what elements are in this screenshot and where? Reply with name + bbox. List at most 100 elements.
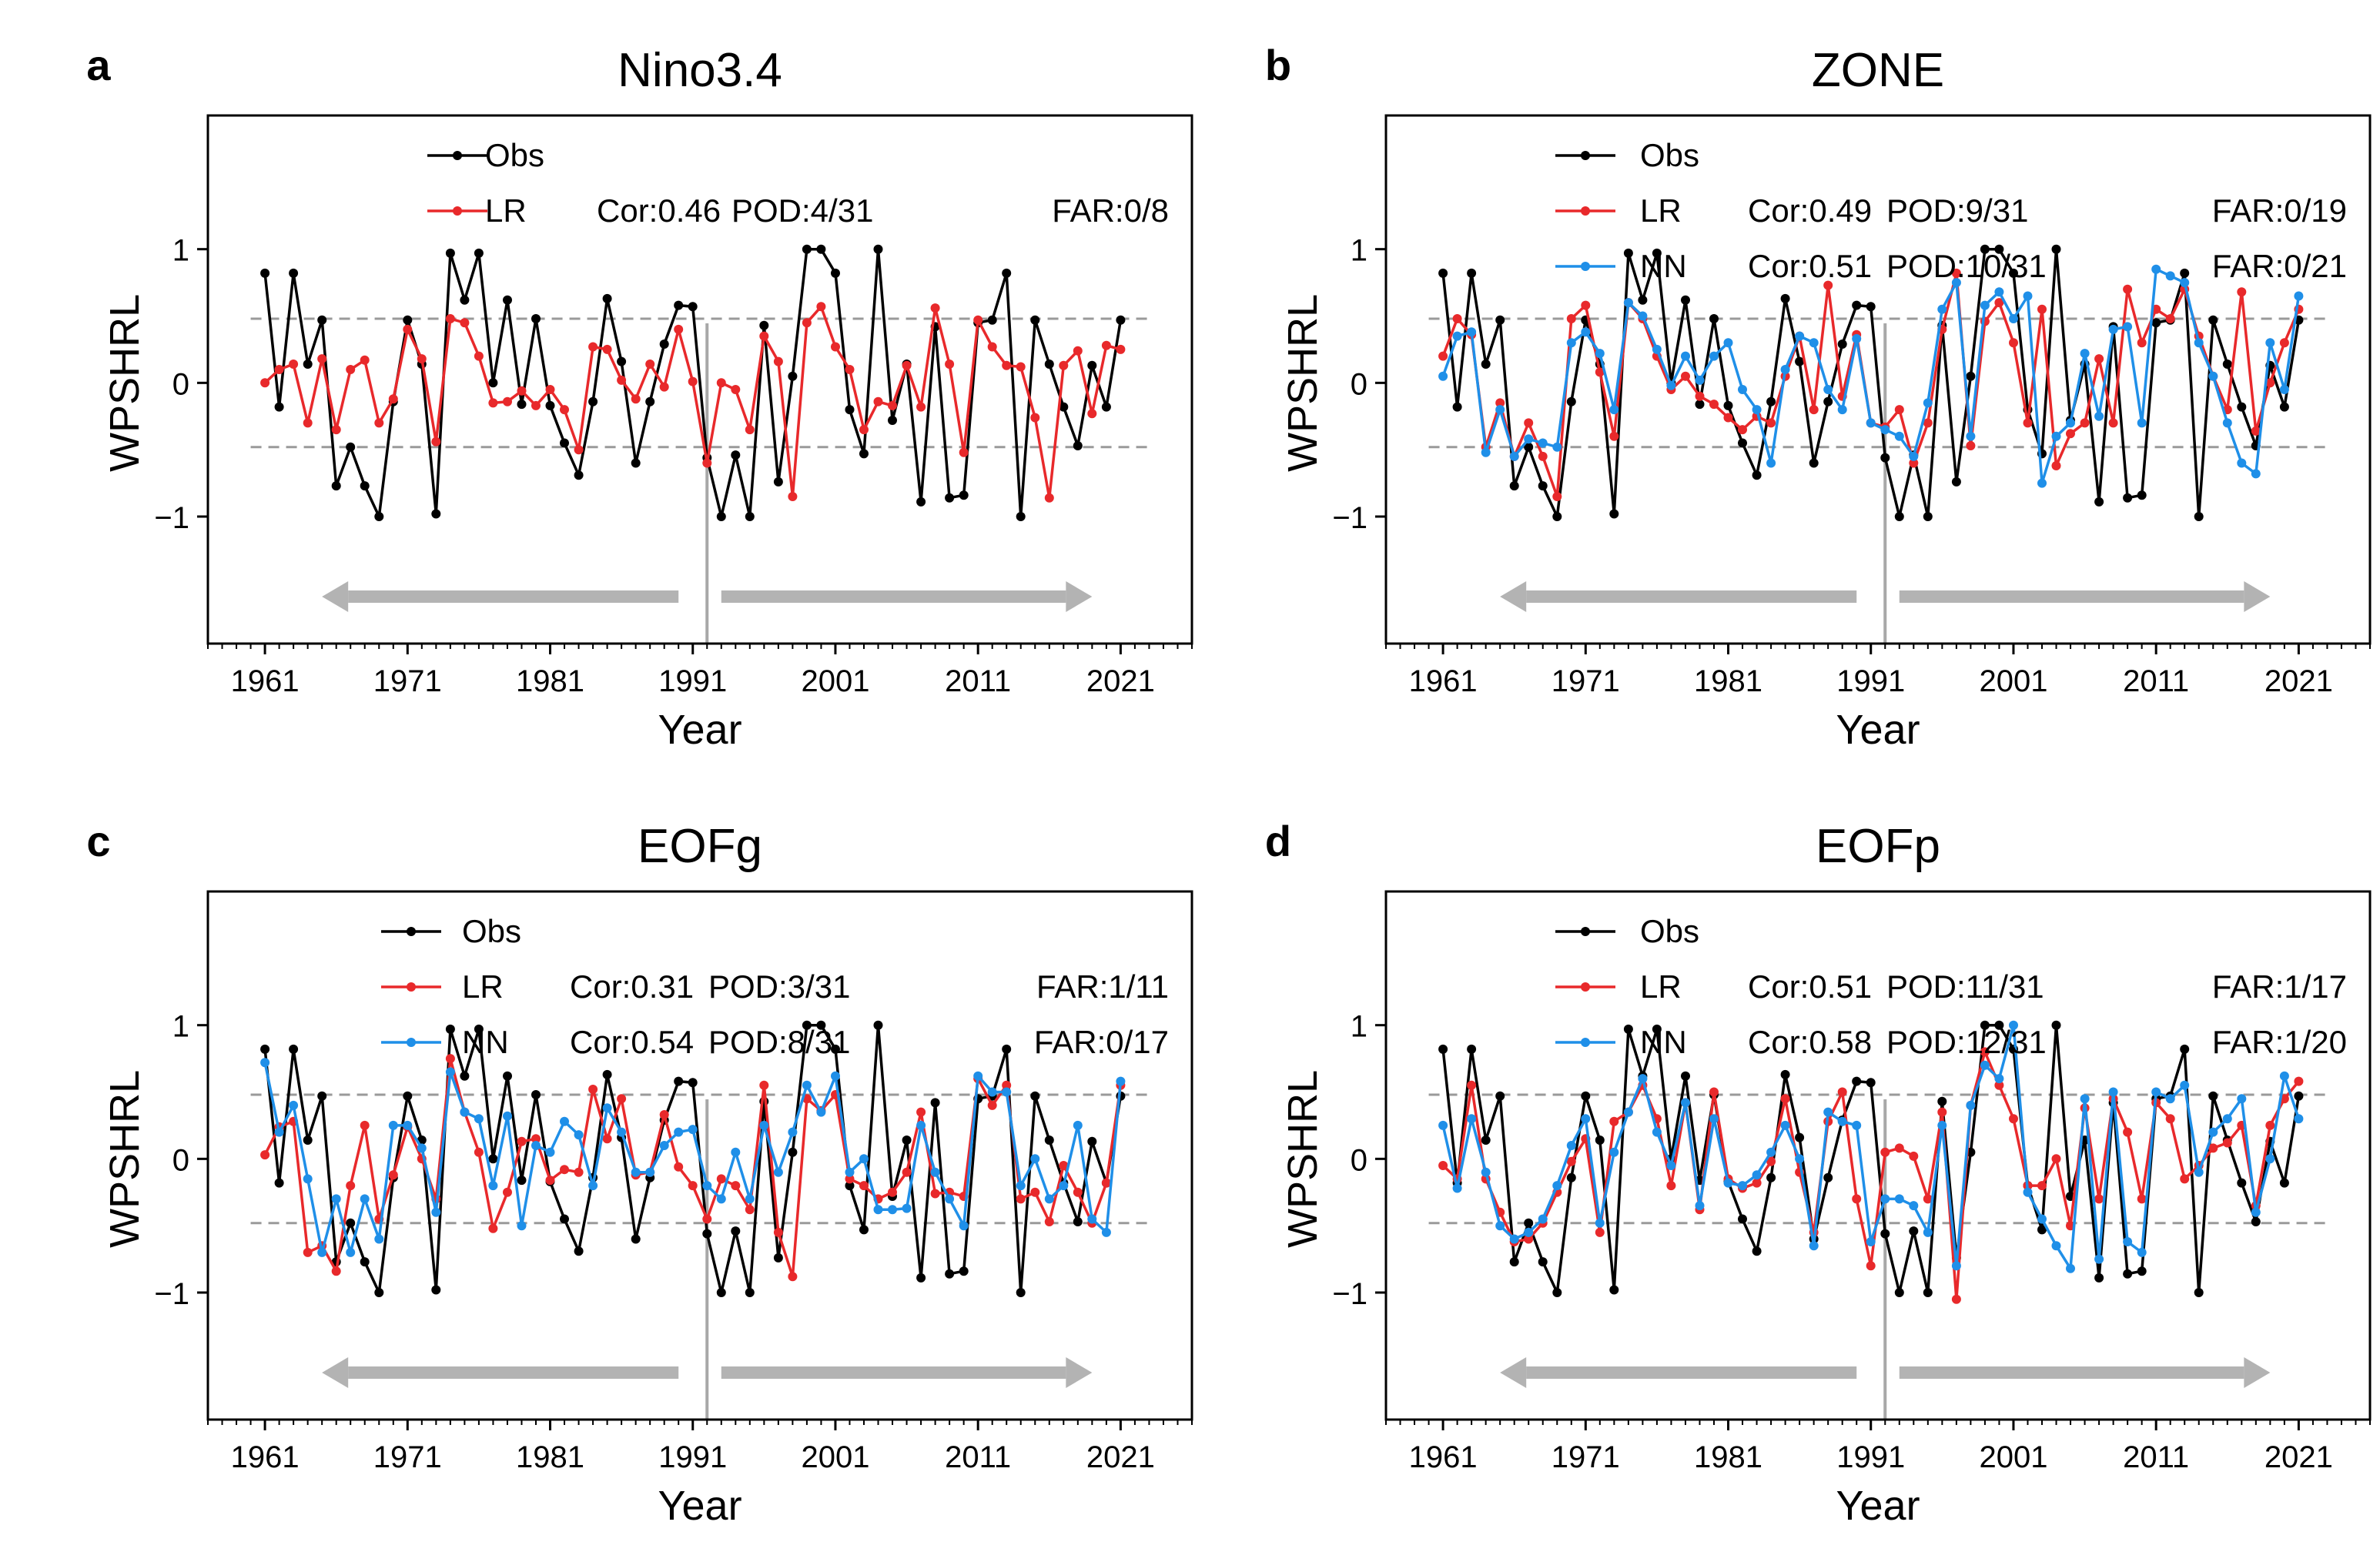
data-point bbox=[360, 355, 370, 365]
data-point bbox=[1709, 400, 1719, 410]
x-axis-label: Year bbox=[658, 1483, 741, 1529]
data-point bbox=[1538, 438, 1548, 448]
data-point bbox=[1766, 418, 1776, 428]
data-point bbox=[930, 1167, 940, 1177]
data-point bbox=[488, 398, 498, 408]
data-point bbox=[1073, 346, 1083, 356]
data-point bbox=[1438, 268, 1448, 278]
data-point bbox=[1695, 400, 1705, 410]
data-point bbox=[987, 1087, 997, 1097]
data-point bbox=[2279, 385, 2289, 394]
data-point bbox=[531, 1090, 541, 1099]
data-point bbox=[2294, 1076, 2304, 1086]
data-point bbox=[2123, 284, 2133, 294]
plot-frame bbox=[206, 114, 1193, 645]
data-point bbox=[902, 1167, 912, 1177]
data-point bbox=[2123, 1127, 2133, 1137]
data-point bbox=[1438, 1161, 1448, 1170]
legend: Obs LR Cor:0.49 POD:9/31 FAR:0/19 NN Cor:0.51 P… bbox=[1555, 137, 2347, 284]
data-point bbox=[1566, 1172, 1576, 1182]
data-point bbox=[702, 1214, 712, 1224]
legend: Obs LR Cor:0.46 POD:4/31 FAR:0/8 bbox=[427, 137, 1169, 229]
legend-pod: POD:9/31 bbox=[1886, 192, 2028, 229]
data-point bbox=[1552, 492, 1562, 501]
data-point bbox=[788, 1272, 798, 1282]
data-point bbox=[403, 315, 413, 325]
data-point bbox=[2066, 418, 2075, 428]
data-point bbox=[773, 356, 783, 366]
data-point bbox=[659, 382, 669, 392]
data-point bbox=[445, 314, 455, 323]
data-point bbox=[289, 268, 299, 278]
data-point bbox=[331, 425, 341, 435]
data-point bbox=[2108, 1087, 2118, 1097]
data-point bbox=[1937, 1120, 1947, 1130]
data-point bbox=[346, 365, 356, 374]
data-point bbox=[745, 425, 755, 435]
legend: Obs LR Cor:0.31 POD:3/31 FAR:1/11 NN Cor:0.54 P… bbox=[381, 913, 1169, 1060]
data-point bbox=[1695, 1201, 1705, 1211]
data-point bbox=[1823, 1107, 1833, 1117]
data-point bbox=[759, 1120, 769, 1130]
panel-a: a Nino3.4 −1 0 1 1961 1971 1981 1991 2001 2011 2021… bbox=[86, 41, 1193, 753]
y-tick-label: 1 bbox=[172, 234, 189, 268]
data-point bbox=[1880, 1229, 1890, 1239]
data-point bbox=[503, 1071, 512, 1081]
data-point bbox=[1780, 293, 1790, 303]
x-tick-label: 1961 bbox=[231, 664, 300, 698]
data-point bbox=[916, 497, 926, 507]
data-point bbox=[2208, 1127, 2218, 1137]
data-point bbox=[773, 1227, 783, 1237]
data-point bbox=[745, 1194, 755, 1204]
data-point bbox=[602, 1103, 612, 1113]
data-point bbox=[1467, 1044, 1477, 1054]
data-point bbox=[816, 244, 826, 254]
data-point bbox=[2009, 338, 2018, 348]
data-point bbox=[517, 1221, 527, 1231]
legend-pod: POD:10/31 bbox=[1886, 248, 2047, 284]
data-point bbox=[1823, 280, 1833, 290]
legend-cor: Cor:0.54 bbox=[570, 1024, 694, 1060]
data-point bbox=[431, 1207, 441, 1217]
data-point bbox=[317, 315, 327, 325]
data-point bbox=[1087, 409, 1097, 419]
data-point bbox=[1595, 1227, 1605, 1237]
test-arrow bbox=[721, 1357, 1093, 1388]
data-point bbox=[360, 1120, 370, 1130]
data-point bbox=[1709, 314, 1719, 323]
data-point bbox=[1609, 1285, 1619, 1295]
data-point bbox=[1481, 1167, 1491, 1177]
legend-far: FAR:1/11 bbox=[1036, 968, 1169, 1005]
data-point bbox=[1852, 1120, 1862, 1130]
data-point bbox=[560, 1116, 569, 1126]
data-point bbox=[1116, 344, 1126, 354]
data-point bbox=[1101, 1178, 1111, 1188]
data-point bbox=[517, 1136, 527, 1146]
data-point bbox=[1894, 1194, 1904, 1204]
data-point bbox=[1552, 512, 1562, 521]
data-point bbox=[1937, 1107, 1947, 1117]
data-point bbox=[1795, 1132, 1805, 1142]
data-point bbox=[1002, 1080, 1012, 1090]
data-point bbox=[403, 324, 413, 334]
data-point bbox=[574, 1246, 584, 1256]
legend: Obs LR Cor:0.51 POD:11/31 FAR:1/17 NN Cor:0.58… bbox=[1555, 913, 2347, 1060]
data-point bbox=[303, 1247, 313, 1257]
data-point bbox=[1894, 431, 1904, 441]
data-point bbox=[859, 449, 869, 459]
data-point bbox=[1823, 1172, 1833, 1182]
data-point bbox=[1752, 405, 1762, 415]
data-point bbox=[374, 1234, 384, 1244]
data-point bbox=[1030, 1187, 1040, 1197]
x-tick-label: 1971 bbox=[373, 664, 442, 698]
data-point bbox=[1581, 1091, 1591, 1101]
data-point bbox=[1994, 298, 2004, 308]
data-point bbox=[474, 1147, 484, 1157]
panel-title: EOFg bbox=[638, 820, 762, 873]
data-point bbox=[1524, 1218, 1534, 1228]
data-point bbox=[2080, 418, 2090, 428]
data-point bbox=[802, 244, 812, 254]
data-point bbox=[631, 394, 641, 404]
data-point bbox=[445, 1024, 455, 1034]
data-point bbox=[873, 1020, 883, 1030]
